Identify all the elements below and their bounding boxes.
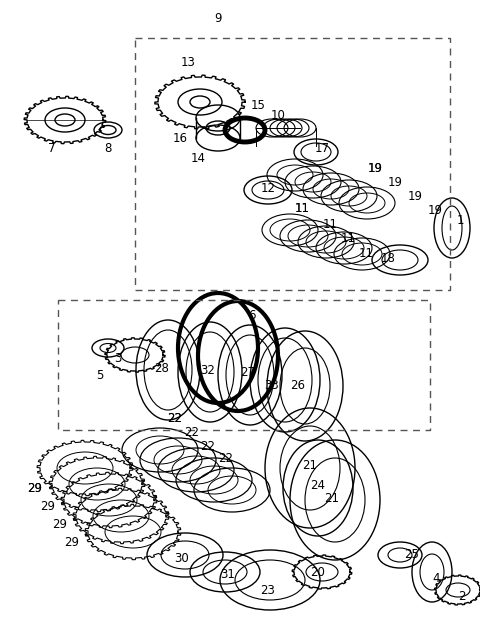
Text: 6: 6 bbox=[248, 308, 256, 322]
Text: 27: 27 bbox=[240, 365, 255, 378]
Text: 25: 25 bbox=[405, 549, 420, 562]
Text: 19: 19 bbox=[428, 203, 443, 217]
Text: 19: 19 bbox=[368, 162, 383, 174]
Text: 29: 29 bbox=[27, 481, 43, 494]
Text: 11: 11 bbox=[340, 231, 356, 244]
Text: 17: 17 bbox=[314, 142, 329, 154]
Text: 5: 5 bbox=[96, 369, 104, 381]
Text: 12: 12 bbox=[261, 181, 276, 194]
Text: 22: 22 bbox=[168, 412, 182, 424]
Text: 21: 21 bbox=[302, 458, 317, 472]
Text: 19: 19 bbox=[387, 176, 403, 188]
Text: 23: 23 bbox=[261, 583, 276, 597]
Text: 18: 18 bbox=[381, 251, 396, 265]
Text: 31: 31 bbox=[221, 569, 235, 581]
Text: 15: 15 bbox=[251, 99, 265, 112]
Text: 22: 22 bbox=[201, 440, 216, 453]
Text: 29: 29 bbox=[52, 517, 68, 531]
Text: 4: 4 bbox=[432, 572, 440, 585]
Text: 30: 30 bbox=[175, 551, 190, 565]
Text: 24: 24 bbox=[311, 478, 325, 492]
Text: 10: 10 bbox=[271, 108, 286, 122]
Text: 32: 32 bbox=[201, 363, 216, 376]
Text: 1: 1 bbox=[456, 213, 464, 226]
Text: 11: 11 bbox=[295, 201, 310, 215]
Text: 22: 22 bbox=[168, 412, 182, 424]
Text: 11: 11 bbox=[323, 217, 337, 231]
Text: 9: 9 bbox=[214, 12, 222, 24]
Text: 33: 33 bbox=[264, 378, 279, 392]
Text: 29: 29 bbox=[40, 499, 56, 513]
Text: 13: 13 bbox=[180, 56, 195, 69]
Text: 21: 21 bbox=[324, 492, 339, 504]
Text: 14: 14 bbox=[191, 151, 205, 165]
Text: 11: 11 bbox=[295, 201, 310, 215]
Text: 19: 19 bbox=[368, 162, 383, 174]
Text: 22: 22 bbox=[184, 426, 200, 438]
Text: 20: 20 bbox=[311, 565, 325, 578]
Text: 2: 2 bbox=[458, 590, 466, 603]
Text: 26: 26 bbox=[290, 378, 305, 392]
Text: 11: 11 bbox=[359, 247, 373, 260]
Text: 29: 29 bbox=[27, 481, 43, 494]
Text: 7: 7 bbox=[48, 142, 56, 154]
Text: 19: 19 bbox=[408, 190, 422, 203]
Text: 29: 29 bbox=[64, 535, 80, 549]
Text: 22: 22 bbox=[218, 451, 233, 465]
Text: 8: 8 bbox=[104, 142, 112, 154]
Text: 3: 3 bbox=[114, 351, 122, 365]
Text: 16: 16 bbox=[172, 131, 188, 144]
Text: 28: 28 bbox=[155, 362, 169, 374]
